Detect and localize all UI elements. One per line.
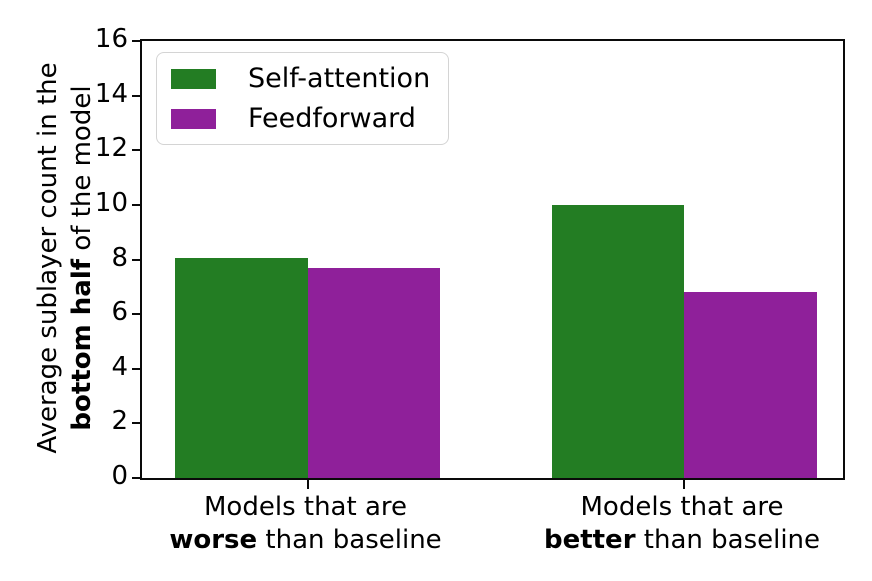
- y-tick-label-6: 6: [111, 297, 128, 328]
- y-tick-label-12: 12: [94, 133, 128, 164]
- x-tick-label-line2: worse than baseline: [169, 525, 442, 555]
- y-tick-14: [132, 94, 140, 97]
- y-tick-2: [132, 422, 140, 425]
- bar-self-attention-group1: [175, 258, 308, 478]
- x-tick-group1: [306, 480, 309, 489]
- y-tick-4: [132, 367, 140, 370]
- y-tick-label-14: 14: [94, 78, 128, 109]
- y-tick-8: [132, 258, 140, 261]
- y-tick-12: [132, 149, 140, 152]
- x-tick-group2: [683, 480, 685, 489]
- x-tick-label-worse: Models that are worse than baseline: [116, 491, 496, 557]
- legend-item-self-attention: Self-attention: [171, 65, 430, 92]
- x-tick-label-line1: Models that are: [204, 492, 407, 522]
- x-tick-label-line1: Models that are: [580, 492, 784, 522]
- legend-swatch-feedforward: [171, 108, 216, 129]
- bar-feedforward-group2: [684, 292, 817, 478]
- legend-label-feedforward: Feedforward: [248, 103, 416, 134]
- y-tick-0: [132, 477, 140, 479]
- legend-item-feedforward: Feedforward: [171, 105, 430, 132]
- legend: Self-attention Feedforward: [156, 52, 450, 145]
- x-tick-label-better: Models that are better than baseline: [492, 491, 872, 557]
- y-tick-label-16: 16: [94, 24, 128, 54]
- y-tick-label-8: 8: [111, 242, 128, 273]
- y-tick-label-10: 10: [94, 187, 128, 218]
- y-tick-16: [132, 40, 140, 42]
- legend-swatch-self-attention: [171, 68, 216, 89]
- legend-label-self-attention: Self-attention: [248, 63, 431, 94]
- x-tick-label-line2: better than baseline: [543, 525, 821, 555]
- plot-area: Self-attention Feedforward: [132, 39, 845, 489]
- y-tick-6: [132, 313, 140, 316]
- y-tick-label-0: 0: [111, 461, 128, 491]
- bar-self-attention-group2: [551, 204, 684, 478]
- y-tick-10: [132, 203, 140, 206]
- y-tick-label-2: 2: [111, 406, 128, 437]
- y-tick-label-4: 4: [111, 351, 128, 382]
- bar-feedforward-group1: [307, 267, 440, 478]
